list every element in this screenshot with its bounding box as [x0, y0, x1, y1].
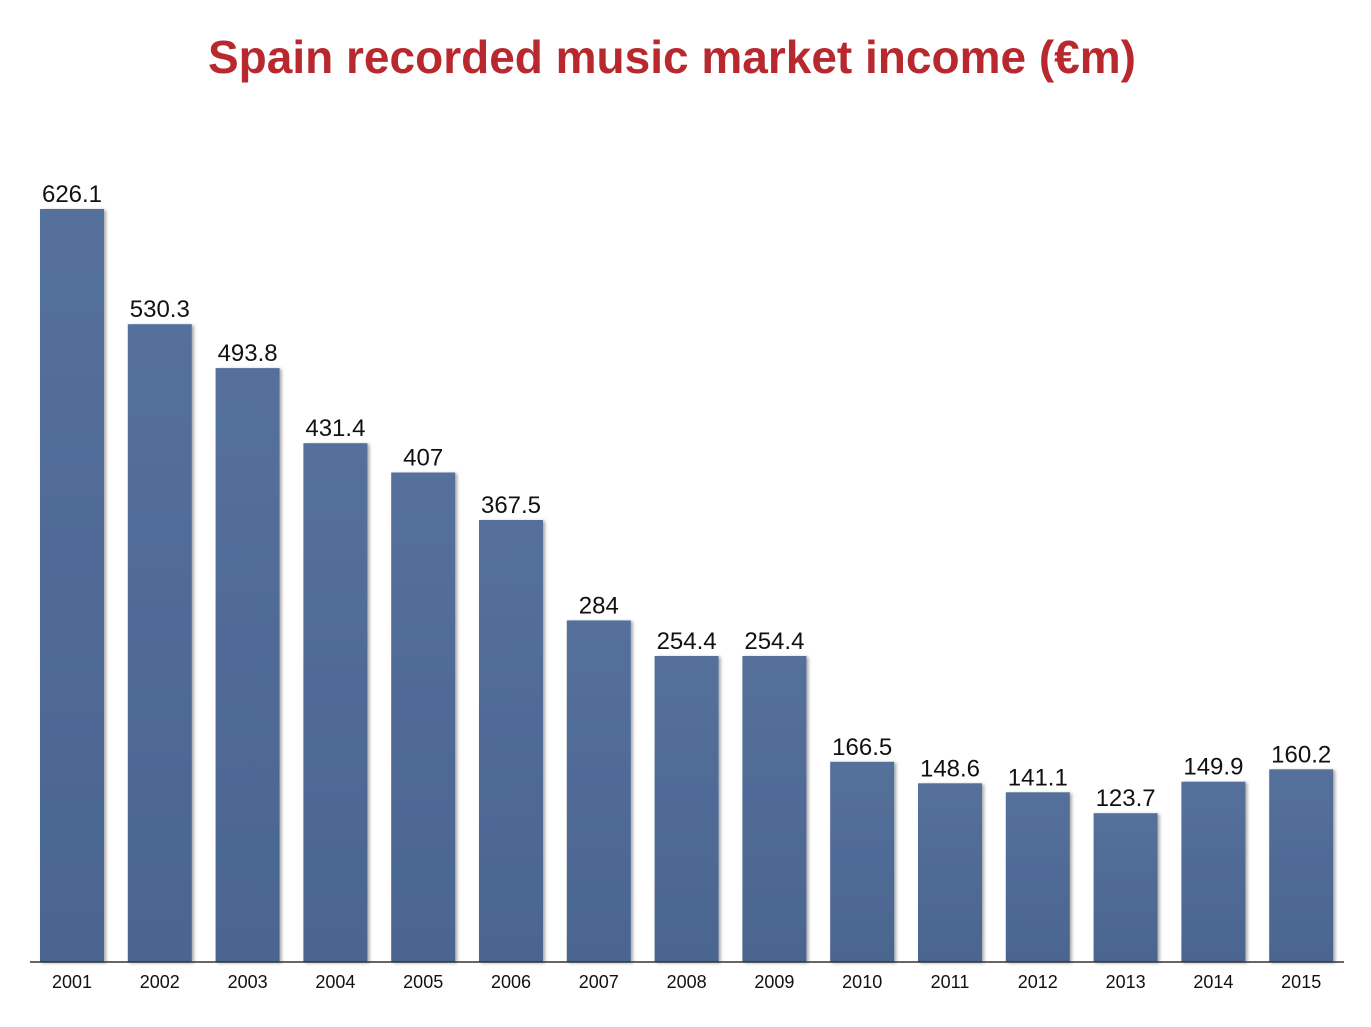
- x-tick-label-2004: 2004: [315, 972, 355, 992]
- bar-2002: [127, 324, 192, 962]
- x-tick-labels-layer: 2001 2002 2003 2004 2005 2006 2007 2008 2009 2010…: [52, 972, 1321, 992]
- data-label-halo-2013: 123.7: [1096, 785, 1156, 812]
- chart-title: Spain recorded music market income (€m): [208, 31, 1136, 83]
- bar-2010: [830, 761, 895, 962]
- data-label-halo-2010: 166.5: [832, 734, 892, 761]
- x-tick-label-2002: 2002: [140, 972, 180, 992]
- data-label-halo-2003: 493.8: [218, 340, 278, 367]
- data-label-halo-2002: 530.3: [130, 296, 190, 323]
- bar-2004: [303, 443, 368, 962]
- data-label-halo-2008: 254.4: [657, 628, 717, 655]
- bar-2011: [918, 783, 982, 962]
- data-label-halo-2004: 431.4: [305, 415, 365, 442]
- bar-2015: [1269, 769, 1334, 962]
- x-tick-label-2001: 2001: [52, 972, 92, 992]
- bar-2013: [1093, 813, 1158, 962]
- x-tick-label-2010: 2010: [842, 972, 882, 992]
- x-tick-label-2009: 2009: [754, 972, 794, 992]
- data-label-halo-2012: 141.1: [1008, 764, 1068, 791]
- data-label-2010: 166.5: [832, 734, 892, 761]
- data-label-2011: 148.6: [920, 755, 980, 782]
- data-label-2009: 254.4: [744, 628, 804, 655]
- data-label-2002: 530.3: [130, 296, 190, 323]
- data-label-2007: 284: [579, 592, 619, 619]
- x-tick-label-2008: 2008: [667, 972, 707, 992]
- data-label-halo-2014: 149.9: [1183, 754, 1243, 781]
- bar-2014: [1181, 781, 1246, 962]
- bar-2008: [654, 656, 719, 962]
- bars-layer: [40, 209, 1334, 963]
- data-label-halo-2006: 367.5: [481, 492, 541, 519]
- data-label-2001: 626.1: [42, 181, 102, 208]
- value-labels-layer: 626.1626.1530.3530.3493.8493.8431.4431.4…: [40, 179, 1333, 814]
- bar-2009: [742, 656, 807, 962]
- data-label-2003: 493.8: [218, 340, 278, 367]
- data-label-2005: 407: [403, 445, 443, 472]
- data-label-halo-2005: 407: [403, 445, 443, 472]
- data-label-halo-2001: 626.1: [42, 181, 102, 208]
- bar-2007: [566, 620, 631, 962]
- bar-2005: [391, 472, 456, 962]
- x-tick-label-2011: 2011: [931, 972, 970, 992]
- x-tick-label-2015: 2015: [1281, 972, 1321, 992]
- data-label-2004: 431.4: [305, 415, 365, 442]
- x-tick-label-2003: 2003: [228, 972, 268, 992]
- x-tick-label-2013: 2013: [1106, 972, 1146, 992]
- x-tick-label-2014: 2014: [1193, 972, 1233, 992]
- data-label-halo-2007: 284: [579, 592, 619, 619]
- data-label-2012: 141.1: [1008, 764, 1068, 791]
- data-label-halo-2011: 148.6: [920, 755, 980, 782]
- data-label-2014: 149.9: [1183, 754, 1243, 781]
- data-label-2008: 254.4: [657, 628, 717, 655]
- x-tick-label-2007: 2007: [579, 972, 619, 992]
- x-tick-label-2005: 2005: [403, 972, 443, 992]
- data-label-halo-2015: 160.2: [1271, 741, 1331, 768]
- bar-2006: [479, 520, 543, 962]
- x-tick-label-2012: 2012: [1018, 972, 1058, 992]
- bar-2001: [40, 209, 104, 962]
- data-label-2015: 160.2: [1271, 741, 1331, 768]
- bar-2003: [215, 368, 280, 963]
- data-label-halo-2009: 254.4: [744, 628, 804, 655]
- bar-2012: [1005, 792, 1070, 962]
- data-label-2013: 123.7: [1096, 785, 1156, 812]
- x-tick-label-2006: 2006: [491, 972, 531, 992]
- data-label-2006: 367.5: [481, 492, 541, 519]
